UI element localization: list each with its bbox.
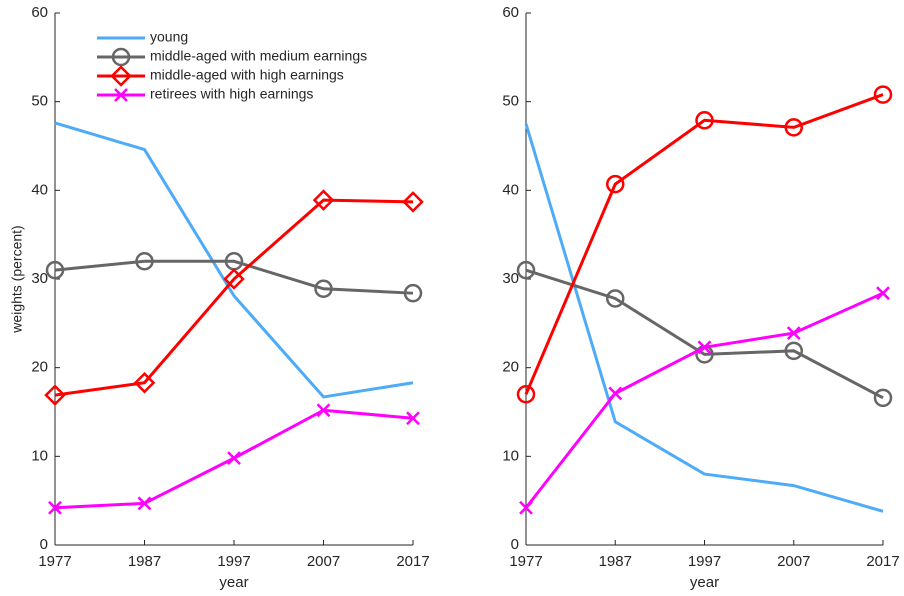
x-tick-label: 1997 — [688, 553, 721, 570]
series-line — [54, 121, 414, 399]
x-tick-label: 1987 — [599, 553, 632, 570]
marker — [402, 191, 424, 213]
x-tick-label: 2007 — [777, 553, 810, 570]
marker — [873, 85, 893, 104]
y-tick-label: 0 — [40, 536, 48, 553]
x-tick-label: 2017 — [866, 553, 899, 570]
marker — [45, 260, 65, 280]
legend-label: middle-aged with medium earnings — [150, 48, 367, 64]
y-tick-label: 30 — [31, 270, 48, 287]
series-line — [525, 268, 884, 400]
marker — [137, 496, 152, 511]
x-tick-label: 1997 — [217, 553, 250, 570]
y-tick-label: 10 — [31, 447, 48, 464]
x-tick-label: 1977 — [38, 553, 71, 570]
marker — [786, 326, 801, 340]
marker — [312, 189, 335, 211]
marker — [314, 279, 333, 299]
marker — [784, 118, 803, 137]
marker — [876, 286, 890, 301]
series-line — [524, 123, 884, 513]
y-tick-label: 10 — [502, 447, 519, 464]
x-tick-label: 2007 — [307, 553, 340, 570]
legend-label: retirees with high earnings — [150, 86, 313, 102]
series-line — [524, 93, 884, 395]
marker — [608, 386, 623, 401]
x-tick-label: 1987 — [128, 553, 161, 570]
y-tick-label: 50 — [502, 93, 519, 110]
legend-label: young — [150, 29, 188, 45]
marker — [784, 341, 803, 361]
y-tick-label: 50 — [31, 93, 48, 110]
marker — [697, 340, 712, 355]
series-line — [54, 198, 414, 397]
marker — [227, 451, 241, 465]
y-axis-label: weights (percent) — [9, 225, 25, 333]
x-tick-label: 1977 — [509, 553, 542, 570]
y-tick-label: 0 — [511, 536, 519, 553]
marker — [223, 268, 245, 290]
marker — [114, 88, 128, 102]
marker — [135, 252, 154, 271]
legend-label: middle-aged with high earnings — [150, 67, 344, 83]
marker — [403, 283, 423, 303]
y-tick-label: 40 — [31, 181, 48, 198]
marker — [516, 260, 536, 280]
marker — [516, 385, 536, 404]
marker — [519, 500, 533, 515]
y-tick-label: 30 — [502, 270, 519, 287]
x-axis-label: year — [219, 574, 248, 591]
marker — [695, 111, 714, 130]
marker — [606, 174, 625, 194]
y-tick-label: 60 — [31, 4, 48, 21]
marker — [111, 47, 131, 67]
marker — [48, 500, 62, 515]
marker — [316, 403, 331, 418]
x-tick-label: 2017 — [396, 553, 429, 570]
x-axis-label: year — [690, 574, 719, 591]
marker — [133, 371, 156, 394]
y-tick-label: 20 — [31, 359, 48, 376]
marker — [110, 65, 132, 87]
y-tick-label: 20 — [502, 359, 519, 376]
marker — [406, 411, 420, 426]
marker — [44, 384, 66, 406]
marker — [606, 289, 625, 308]
y-tick-label: 60 — [502, 4, 519, 21]
y-tick-label: 40 — [502, 181, 519, 198]
series-line — [54, 259, 414, 295]
marker — [873, 388, 893, 408]
